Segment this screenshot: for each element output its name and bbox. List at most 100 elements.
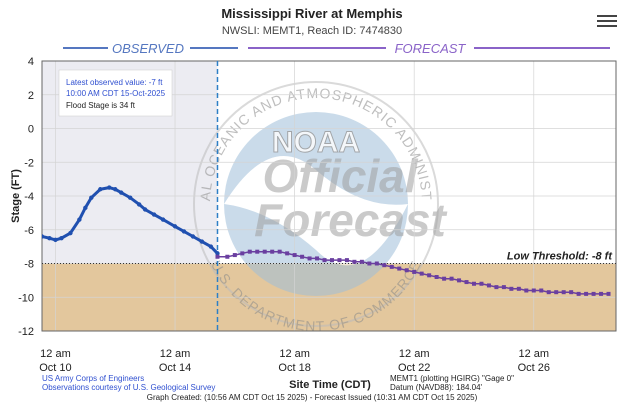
forecast-point: [322, 258, 327, 263]
y-tick-label: -8: [24, 259, 34, 271]
noaa-logo-outer: [193, 81, 439, 327]
observed-point: [68, 230, 73, 236]
y-tick-label: -2: [24, 157, 34, 169]
forecast-point: [389, 264, 394, 269]
forecast-label: FORECAST: [395, 41, 467, 56]
footer-usace: US Army Corps of Engineers: [42, 374, 144, 383]
forecast-point: [464, 280, 469, 285]
observed-point: [160, 217, 166, 222]
y-tick-label: -6: [24, 225, 34, 237]
footer-usgs: Observations courtesy of U.S. Geological…: [42, 383, 215, 392]
observed-point: [127, 195, 133, 200]
forecast-point: [225, 254, 230, 259]
footer-created: Graph Created: (10:56 AM CDT Oct 15 2025…: [147, 393, 478, 402]
forecast-point: [337, 258, 342, 263]
forecast-point: [419, 271, 424, 276]
forecast-point: [374, 261, 379, 266]
forecast-point: [285, 251, 290, 256]
y-tick-label: -12: [18, 326, 34, 338]
forecast-point: [434, 275, 439, 279]
forecast-point: [247, 249, 252, 254]
observed-point: [172, 224, 178, 229]
forecast-point: [397, 266, 402, 271]
observed-point: [119, 190, 124, 195]
forecast-point: [215, 254, 220, 259]
forecast-point: [255, 249, 260, 254]
hamburger-menu-icon[interactable]: [597, 12, 617, 28]
plot-border: [41, 60, 617, 332]
watermark-forecast: Forecast: [254, 194, 447, 246]
forecast-point: [584, 291, 589, 296]
forecast-point: [315, 256, 320, 261]
forecast-point: [561, 290, 566, 295]
forecast-point: [471, 281, 476, 286]
observed-point: [42, 234, 45, 239]
forecast-point: [486, 283, 491, 288]
x-tick-label-time: 12 am: [279, 348, 310, 360]
forecast-point: [531, 288, 536, 293]
forecast-point: [270, 249, 275, 254]
chart-subtitle: NWSLI: MEMT1, Reach ID: 7474830: [222, 25, 402, 37]
forecast-point: [352, 259, 357, 264]
y-tick-label: 2: [28, 90, 34, 102]
forecast-point: [329, 258, 334, 263]
forecast-point: [524, 288, 529, 293]
forecast-point: [292, 253, 297, 258]
observed-point: [107, 185, 112, 190]
forecast-point: [494, 285, 499, 290]
observed-point: [208, 244, 214, 249]
x-tick-label-time: 12 am: [518, 348, 549, 360]
x-tick-label-date: Oct 22: [398, 362, 430, 374]
observed-point: [151, 212, 157, 217]
forecast-point: [569, 290, 574, 295]
forecast-point: [449, 276, 454, 281]
footer-datum: Datum (NAVD88): 184.04': [390, 383, 483, 392]
y-tick-label: -10: [18, 292, 34, 304]
x-tick-label-time: 12 am: [399, 348, 430, 360]
observed-point: [113, 187, 118, 192]
forecast-point: [591, 291, 596, 296]
y-tick-label: 4: [28, 56, 34, 68]
info-box: [58, 69, 173, 117]
observed-point: [136, 202, 142, 207]
forecast-point: [240, 251, 245, 256]
observed-label: OBSERVED: [112, 41, 184, 56]
observed-point: [190, 234, 196, 239]
footer-gage: MEMT1 (plotting HGIRG) "Gage 0": [390, 374, 514, 383]
x-tick-label-date: Oct 14: [159, 362, 191, 374]
observed-point: [142, 207, 148, 212]
forecast-point: [404, 268, 409, 273]
x-tick-label-date: Oct 18: [278, 362, 310, 374]
forecast-point: [382, 263, 387, 268]
flood-stage-text: Flood Stage is 34 ft: [66, 101, 136, 110]
x-tick-label-time: 12 am: [40, 348, 71, 360]
forecast-point: [277, 249, 282, 254]
noaa-logo-bird: [224, 155, 408, 266]
observed-point: [53, 237, 58, 243]
watermark-logo-text: NOAA: [272, 126, 360, 159]
forecast-point: [479, 281, 484, 286]
observed-point: [47, 235, 52, 241]
observed-point: [83, 205, 88, 211]
forecast-point: [599, 291, 604, 296]
observed-point: [98, 187, 103, 192]
forecast-point: [232, 253, 237, 258]
y-axis-title: Stage (FT): [10, 169, 22, 223]
forecast-point: [367, 261, 372, 266]
forecast-point: [546, 290, 551, 295]
y-tick-label: 0: [28, 124, 34, 136]
latest-observed-time: 10:00 AM CDT 15-Oct-2025: [66, 89, 166, 98]
watermark-official: Official: [262, 150, 418, 202]
low-threshold-label: Low Threshold: -8 ft: [507, 251, 613, 263]
forecast-point: [442, 276, 447, 281]
chart-title: Mississippi River at Memphis: [221, 6, 402, 21]
forecast-point: [576, 291, 581, 296]
forecast-point: [606, 291, 611, 296]
forecast-point: [412, 269, 417, 274]
observed-point: [59, 235, 64, 241]
forecast-point: [501, 285, 506, 290]
forecast-point: [359, 259, 364, 264]
x-tick-label-date: Oct 26: [518, 362, 550, 374]
forecast-point: [344, 258, 349, 263]
